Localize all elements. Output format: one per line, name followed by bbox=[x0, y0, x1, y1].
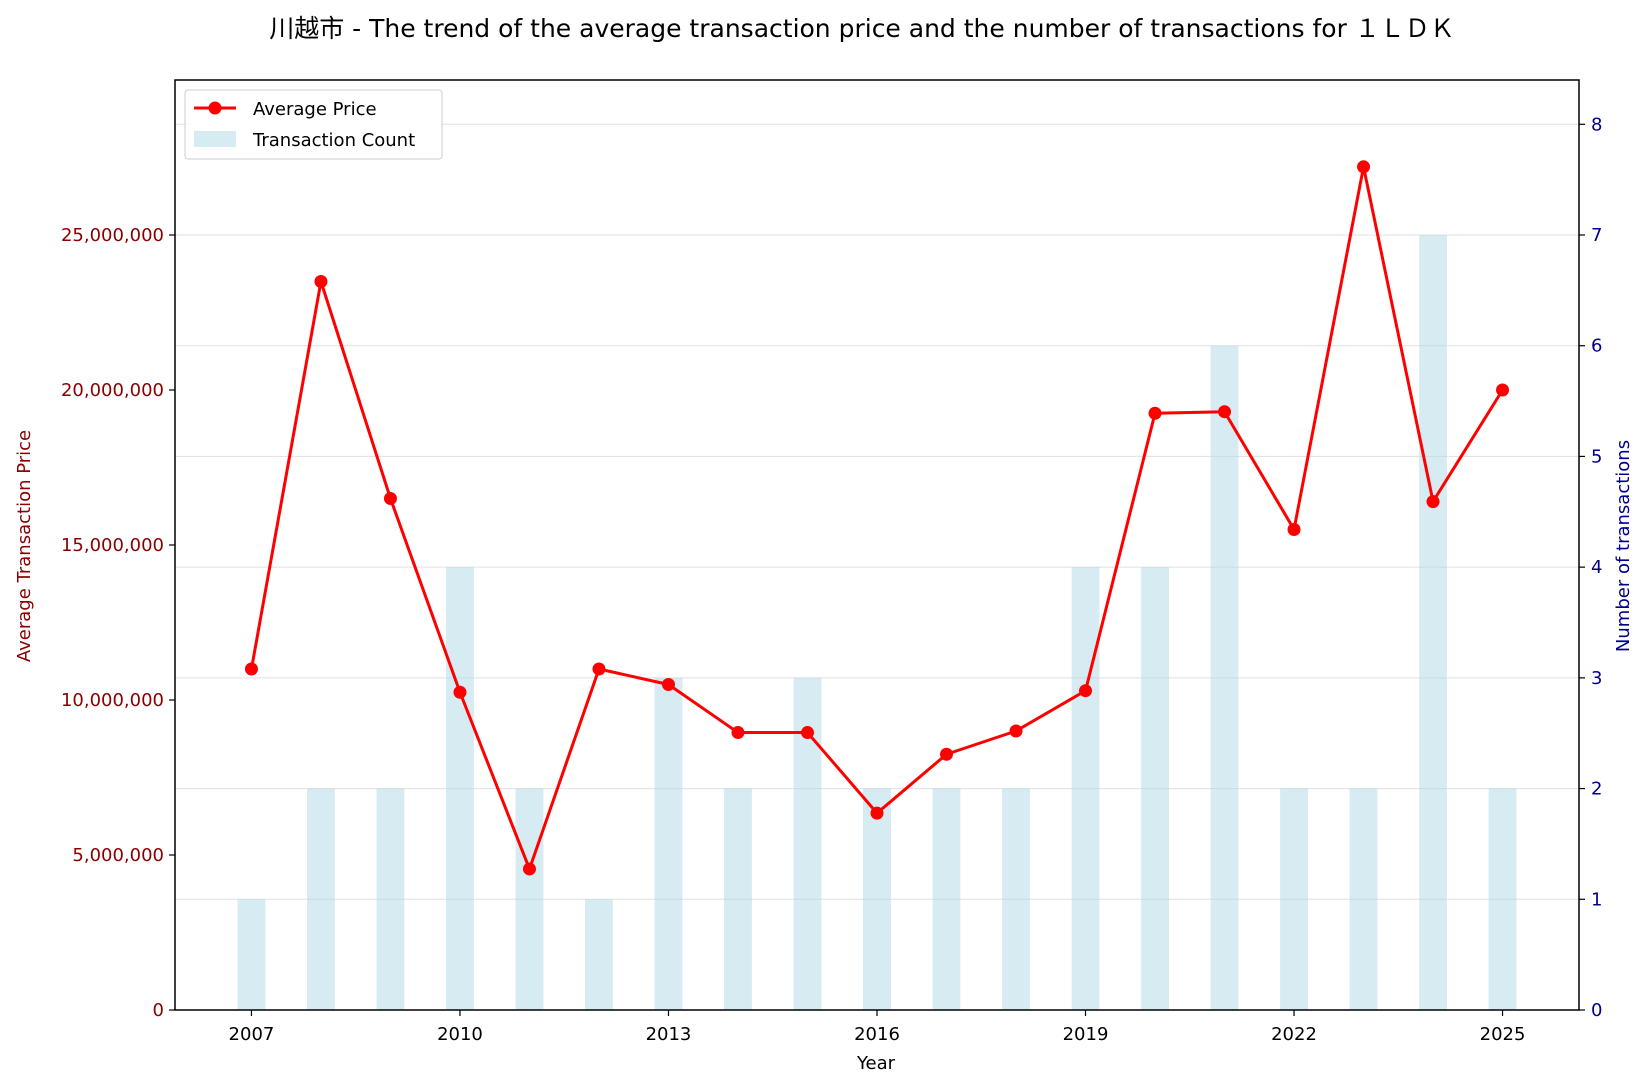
price-point bbox=[522, 862, 536, 876]
price-point bbox=[453, 685, 467, 699]
price-point bbox=[244, 662, 258, 676]
bar bbox=[1210, 345, 1239, 1010]
y-axis-left-title: Average Transaction Price bbox=[14, 430, 35, 662]
y-axis-right-title: Number of transactions bbox=[1613, 440, 1634, 652]
price-point bbox=[383, 492, 397, 505]
y-right-tick-label: 4 bbox=[1591, 557, 1602, 578]
x-axis-title: Year bbox=[856, 1053, 896, 1074]
y-left-tick-label: 20,000,000 bbox=[61, 380, 164, 401]
y-axis-left: 0 5,000,000 10,000,000 15,000,000 20,000,000… bbox=[61, 225, 175, 1021]
bar bbox=[1071, 567, 1100, 1010]
bar bbox=[1419, 235, 1447, 1010]
bar bbox=[932, 788, 961, 1010]
y-left-tick-label: 25,000,000 bbox=[61, 225, 164, 246]
legend-marker-swatch bbox=[208, 101, 222, 115]
legend-label-count: Transaction Count bbox=[252, 130, 415, 151]
x-tick-label: 2022 bbox=[1271, 1024, 1317, 1045]
x-tick-label: 2019 bbox=[1063, 1024, 1109, 1045]
price-point bbox=[800, 726, 814, 740]
legend-bar-swatch bbox=[194, 131, 236, 147]
y-left-tick-label: 0 bbox=[153, 1000, 164, 1021]
bar bbox=[307, 788, 335, 1010]
price-point bbox=[1357, 160, 1371, 174]
x-tick-label: 2013 bbox=[646, 1024, 692, 1045]
bar bbox=[1349, 788, 1378, 1010]
price-point bbox=[1496, 383, 1510, 397]
price-point bbox=[1287, 523, 1301, 536]
x-tick-label: 2007 bbox=[229, 1024, 275, 1045]
x-tick-label: 2010 bbox=[437, 1024, 483, 1045]
x-axis: 2007 2010 2013 2016 2019 2022 2025 bbox=[229, 1010, 1526, 1045]
bar bbox=[585, 899, 613, 1010]
y-left-tick-label: 5,000,000 bbox=[72, 845, 164, 866]
y-right-tick-label: 1 bbox=[1591, 889, 1602, 910]
bar bbox=[237, 899, 266, 1010]
bar bbox=[1488, 788, 1517, 1010]
y-left-tick-label: 15,000,000 bbox=[61, 535, 164, 556]
bar bbox=[654, 677, 683, 1010]
bar bbox=[376, 788, 405, 1010]
bar bbox=[724, 788, 752, 1010]
x-tick-label: 2025 bbox=[1480, 1024, 1526, 1045]
y-axis-right: 0 1 2 3 4 5 6 7 8 bbox=[1579, 114, 1602, 1021]
bar bbox=[1280, 788, 1308, 1010]
price-point bbox=[1009, 724, 1023, 738]
y-right-tick-label: 6 bbox=[1591, 336, 1602, 357]
y-right-tick-label: 7 bbox=[1591, 225, 1602, 246]
bar-series bbox=[237, 235, 1517, 1010]
price-point bbox=[940, 747, 954, 761]
grid-lines bbox=[175, 123, 1579, 900]
price-line bbox=[249, 165, 1504, 871]
price-point bbox=[1148, 406, 1162, 420]
bar bbox=[446, 567, 474, 1010]
y-right-tick-label: 2 bbox=[1591, 779, 1602, 800]
price-point bbox=[1426, 495, 1440, 509]
price-point bbox=[731, 726, 745, 740]
bar bbox=[1002, 788, 1030, 1010]
price-point bbox=[314, 275, 328, 288]
legend-box bbox=[184, 89, 443, 160]
y-left-tick-label: 10,000,000 bbox=[61, 690, 164, 711]
chart-title: 川越市 - The trend of the average transacti… bbox=[269, 14, 1455, 43]
line-series bbox=[244, 160, 1510, 876]
y-right-tick-label: 0 bbox=[1591, 1000, 1602, 1021]
y-right-tick-label: 5 bbox=[1591, 446, 1602, 467]
y-right-tick-label: 3 bbox=[1591, 668, 1602, 689]
price-point bbox=[870, 806, 884, 820]
legend-label-price: Average Price bbox=[253, 99, 377, 120]
legend: Average Price Transaction Count bbox=[184, 89, 443, 160]
bar bbox=[863, 788, 891, 1010]
y-right-tick-label: 8 bbox=[1591, 114, 1602, 135]
price-point bbox=[592, 662, 606, 676]
bar bbox=[1141, 567, 1169, 1010]
bar bbox=[515, 788, 544, 1010]
x-tick-label: 2016 bbox=[854, 1024, 900, 1045]
price-point bbox=[661, 678, 675, 691]
price-point bbox=[1218, 405, 1232, 419]
price-point bbox=[1079, 684, 1093, 698]
